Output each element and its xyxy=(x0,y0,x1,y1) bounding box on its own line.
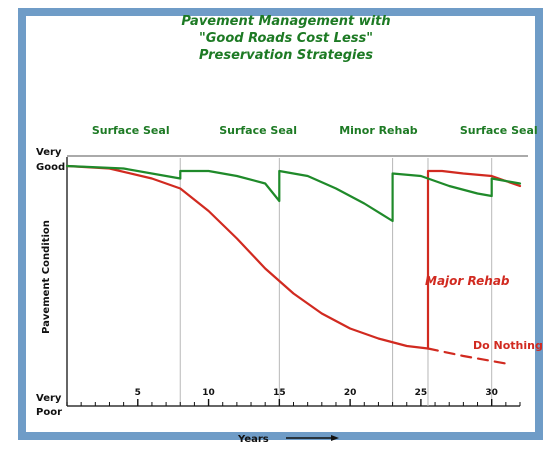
y-axis-title: Pavement Condition xyxy=(41,220,52,334)
series-line-2 xyxy=(426,169,522,350)
x-axis-title: Years xyxy=(237,434,269,445)
title-line-2: "Good Roads Cost Less" xyxy=(199,31,373,46)
series-line-0 xyxy=(65,164,430,350)
x-axis-arrow-icon xyxy=(331,435,339,441)
x-tick-labels: 5 10 15 20 25 30 xyxy=(135,388,498,398)
y-bottom-label-very: Very xyxy=(36,393,62,404)
y-bottom-label-poor: Poor xyxy=(36,407,62,418)
series-line-3 xyxy=(65,164,522,223)
series-group xyxy=(65,164,522,365)
title-line-3: Preservation Strategies xyxy=(199,48,373,63)
strategy-label-2: Minor Rehab xyxy=(339,124,418,137)
strategy-label-3: Surface Seal xyxy=(460,124,538,137)
strategy-labels: Surface Seal Surface Seal Minor Rehab Surfa… xyxy=(92,124,538,137)
x-tick-marks xyxy=(66,399,521,406)
chart-border xyxy=(18,8,543,440)
title-line-1: Pavement Management with xyxy=(181,14,390,29)
strategy-label-0: Surface Seal xyxy=(92,124,170,137)
x-tick-label-3: 20 xyxy=(344,388,357,398)
major-rehab-label: Major Rehab xyxy=(425,274,510,288)
x-tick-label-4: 25 xyxy=(415,388,428,398)
x-tick-label-1: 10 xyxy=(202,388,215,398)
x-tick-label-0: 5 xyxy=(135,388,141,398)
strategy-label-1: Surface Seal xyxy=(219,124,297,137)
x-axis-title-group: Years xyxy=(237,434,339,445)
x-tick-label-2: 15 xyxy=(273,388,286,398)
y-top-label-very: Very xyxy=(36,147,62,158)
x-tick-label-5: 30 xyxy=(485,388,498,398)
y-top-label-good: Good xyxy=(36,162,65,173)
do-nothing-label: Do Nothing xyxy=(473,339,543,352)
series-line-1 xyxy=(426,347,507,365)
